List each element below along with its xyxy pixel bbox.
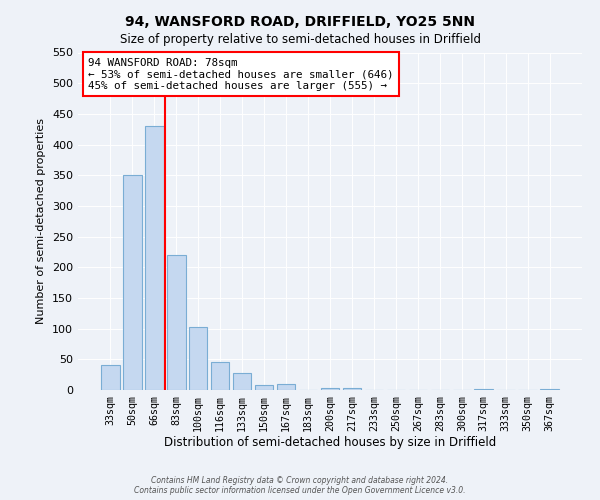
Text: 94, WANSFORD ROAD, DRIFFIELD, YO25 5NN: 94, WANSFORD ROAD, DRIFFIELD, YO25 5NN	[125, 15, 475, 29]
Bar	[343, 388, 361, 390]
Text: Contains HM Land Registry data © Crown copyright and database right 2024.
Contai: Contains HM Land Registry data © Crown c…	[134, 476, 466, 495]
Bar	[123, 175, 142, 390]
Bar	[277, 384, 295, 390]
X-axis label: Distribution of semi-detached houses by size in Driffield: Distribution of semi-detached houses by …	[164, 436, 496, 450]
Text: 94 WANSFORD ROAD: 78sqm
← 53% of semi-detached houses are smaller (646)
45% of s: 94 WANSFORD ROAD: 78sqm ← 53% of semi-de…	[88, 58, 394, 91]
Bar	[167, 255, 185, 390]
Y-axis label: Number of semi-detached properties: Number of semi-detached properties	[37, 118, 46, 324]
Bar	[233, 374, 251, 390]
Bar	[255, 385, 274, 390]
Bar	[211, 362, 229, 390]
Bar	[189, 327, 208, 390]
Text: Size of property relative to semi-detached houses in Driffield: Size of property relative to semi-detach…	[119, 32, 481, 46]
Bar	[320, 388, 340, 390]
Bar	[541, 389, 559, 390]
Bar	[101, 366, 119, 390]
Bar	[145, 126, 164, 390]
